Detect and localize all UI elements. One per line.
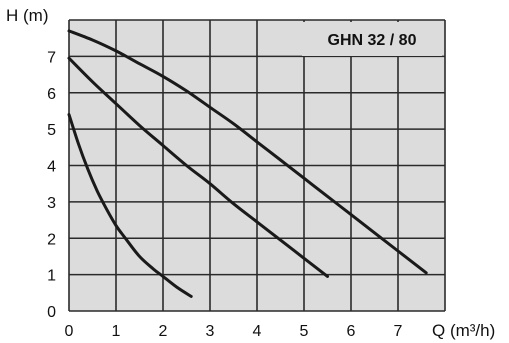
y-tick-label: 7 — [47, 49, 56, 66]
y-tick-label: 3 — [47, 195, 56, 212]
x-tick-label: 5 — [300, 323, 309, 340]
curves — [67, 29, 428, 298]
x-tick-label: 6 — [347, 323, 356, 340]
x-axis-label: Q (m³/h) — [432, 321, 495, 340]
y-tick-label: 5 — [47, 122, 56, 139]
x-tick-label: 2 — [159, 323, 168, 340]
x-tick-label: 3 — [206, 323, 215, 340]
y-axis-label: H (m) — [6, 6, 48, 25]
chart-title: GHN 32 / 80 — [328, 32, 417, 49]
title-box — [302, 22, 442, 56]
pump-curve-1 — [67, 113, 193, 298]
x-tick-label: 1 — [112, 323, 121, 340]
x-tick-label: 7 — [394, 323, 403, 340]
y-tick-label: 2 — [47, 231, 56, 248]
x-tick-label: 0 — [65, 323, 74, 340]
pump-curve-2 — [67, 56, 329, 278]
y-tick-label: 6 — [47, 86, 56, 103]
x-axis-ticks: 0 1 2 3 4 5 6 7 — [65, 323, 403, 340]
pump-curve-3 — [67, 29, 428, 275]
x-tick-label: 4 — [253, 323, 262, 340]
y-axis-ticks: 0 1 2 3 4 5 6 7 — [47, 49, 56, 321]
grid — [68, 19, 446, 312]
y-tick-label: 0 — [47, 304, 56, 321]
y-tick-label: 4 — [47, 159, 56, 176]
y-tick-label: 1 — [47, 268, 56, 285]
